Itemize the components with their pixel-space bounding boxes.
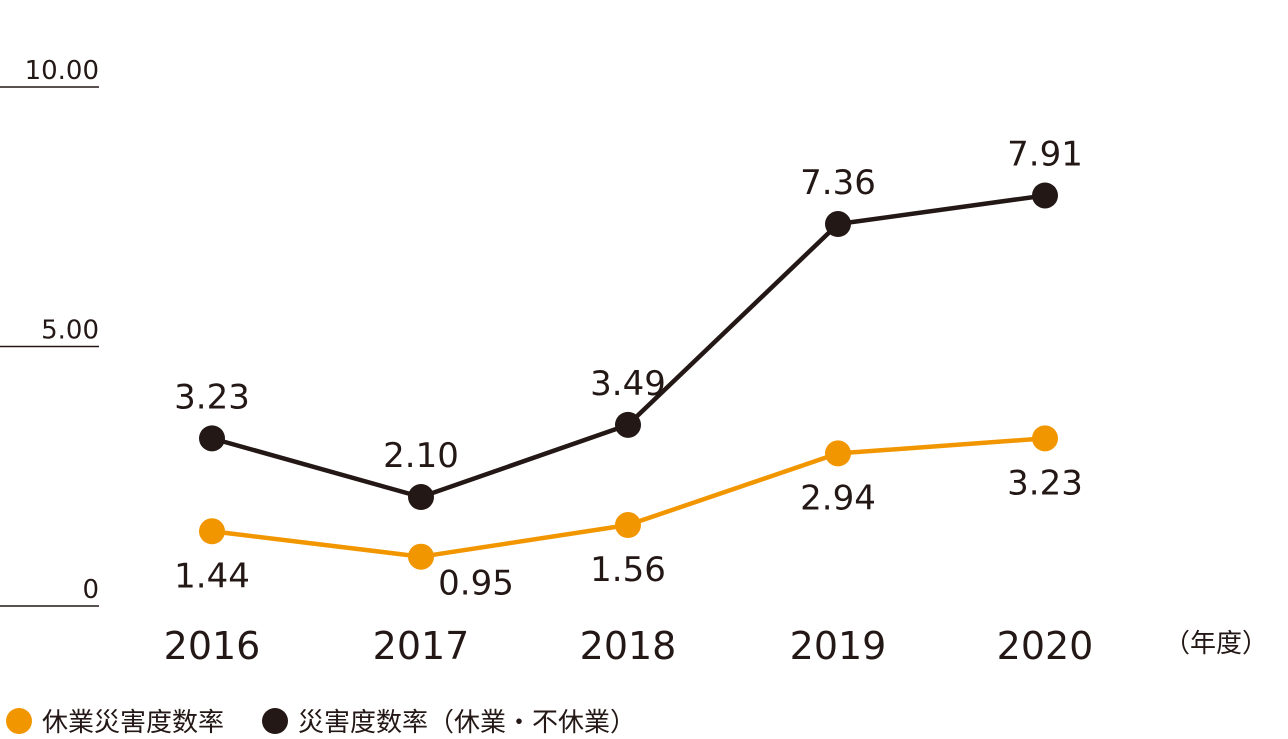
data-label: 3.23 (1007, 463, 1083, 503)
legend-marker-icon (262, 707, 289, 734)
data-point (615, 411, 641, 438)
data-point (199, 518, 225, 545)
series-line-2 (211, 193, 1046, 500)
data-point (408, 484, 434, 511)
data-label: 3.23 (174, 377, 250, 417)
y-tick-label: 0 (82, 575, 99, 605)
data-label: 1.44 (174, 556, 250, 596)
legend: 休業災害度数率 災害度数率（休業・不休業） (6, 702, 674, 739)
x-tick-label: 2020 (997, 624, 1094, 668)
x-tick-label: 2017 (373, 624, 470, 668)
legend-item-series-2: 災害度数率（休業・不休業） (262, 702, 636, 739)
data-label: 2.10 (383, 436, 459, 476)
data-label: 7.91 (1007, 134, 1083, 174)
legend-marker-icon (6, 707, 32, 734)
legend-label: 災害度数率（休業・不休業） (298, 708, 637, 738)
x-axis-unit: （年度） (1164, 629, 1268, 659)
data-label: 1.56 (590, 550, 666, 590)
data-point (825, 211, 851, 238)
y-tick-label: 5.00 (41, 316, 99, 346)
data-point (1032, 425, 1058, 452)
data-point (615, 512, 641, 539)
line-chart: 10.00 5.00 0 2016 2017 2018 2019 2020 1.44 0.95… (0, 56, 1268, 668)
x-tick-label: 2016 (164, 624, 261, 668)
y-axis: 10.00 5.00 0 (0, 56, 99, 607)
x-tick-label: 2018 (580, 624, 677, 668)
data-point (408, 543, 434, 570)
data-point (1032, 182, 1058, 209)
data-point (199, 425, 225, 452)
y-tick-label: 10.00 (25, 56, 99, 86)
data-label: 2.94 (800, 478, 876, 518)
legend-label: 休業災害度数率 (42, 708, 225, 738)
x-tick-label: 2019 (790, 624, 887, 668)
data-point (825, 440, 851, 467)
x-axis: 2016 2017 2018 2019 2020 (164, 624, 1094, 668)
series-line-1 (211, 436, 1046, 559)
data-label: 7.36 (800, 163, 876, 203)
legend-item-series-1: 休業災害度数率 (6, 702, 224, 739)
data-label: 0.95 (438, 564, 514, 604)
data-label: 3.49 (590, 364, 666, 404)
plot-area: 1.44 0.95 1.56 2.94 3.23 3.23 2.10 3.49 7.36 7.91 (174, 134, 1083, 603)
